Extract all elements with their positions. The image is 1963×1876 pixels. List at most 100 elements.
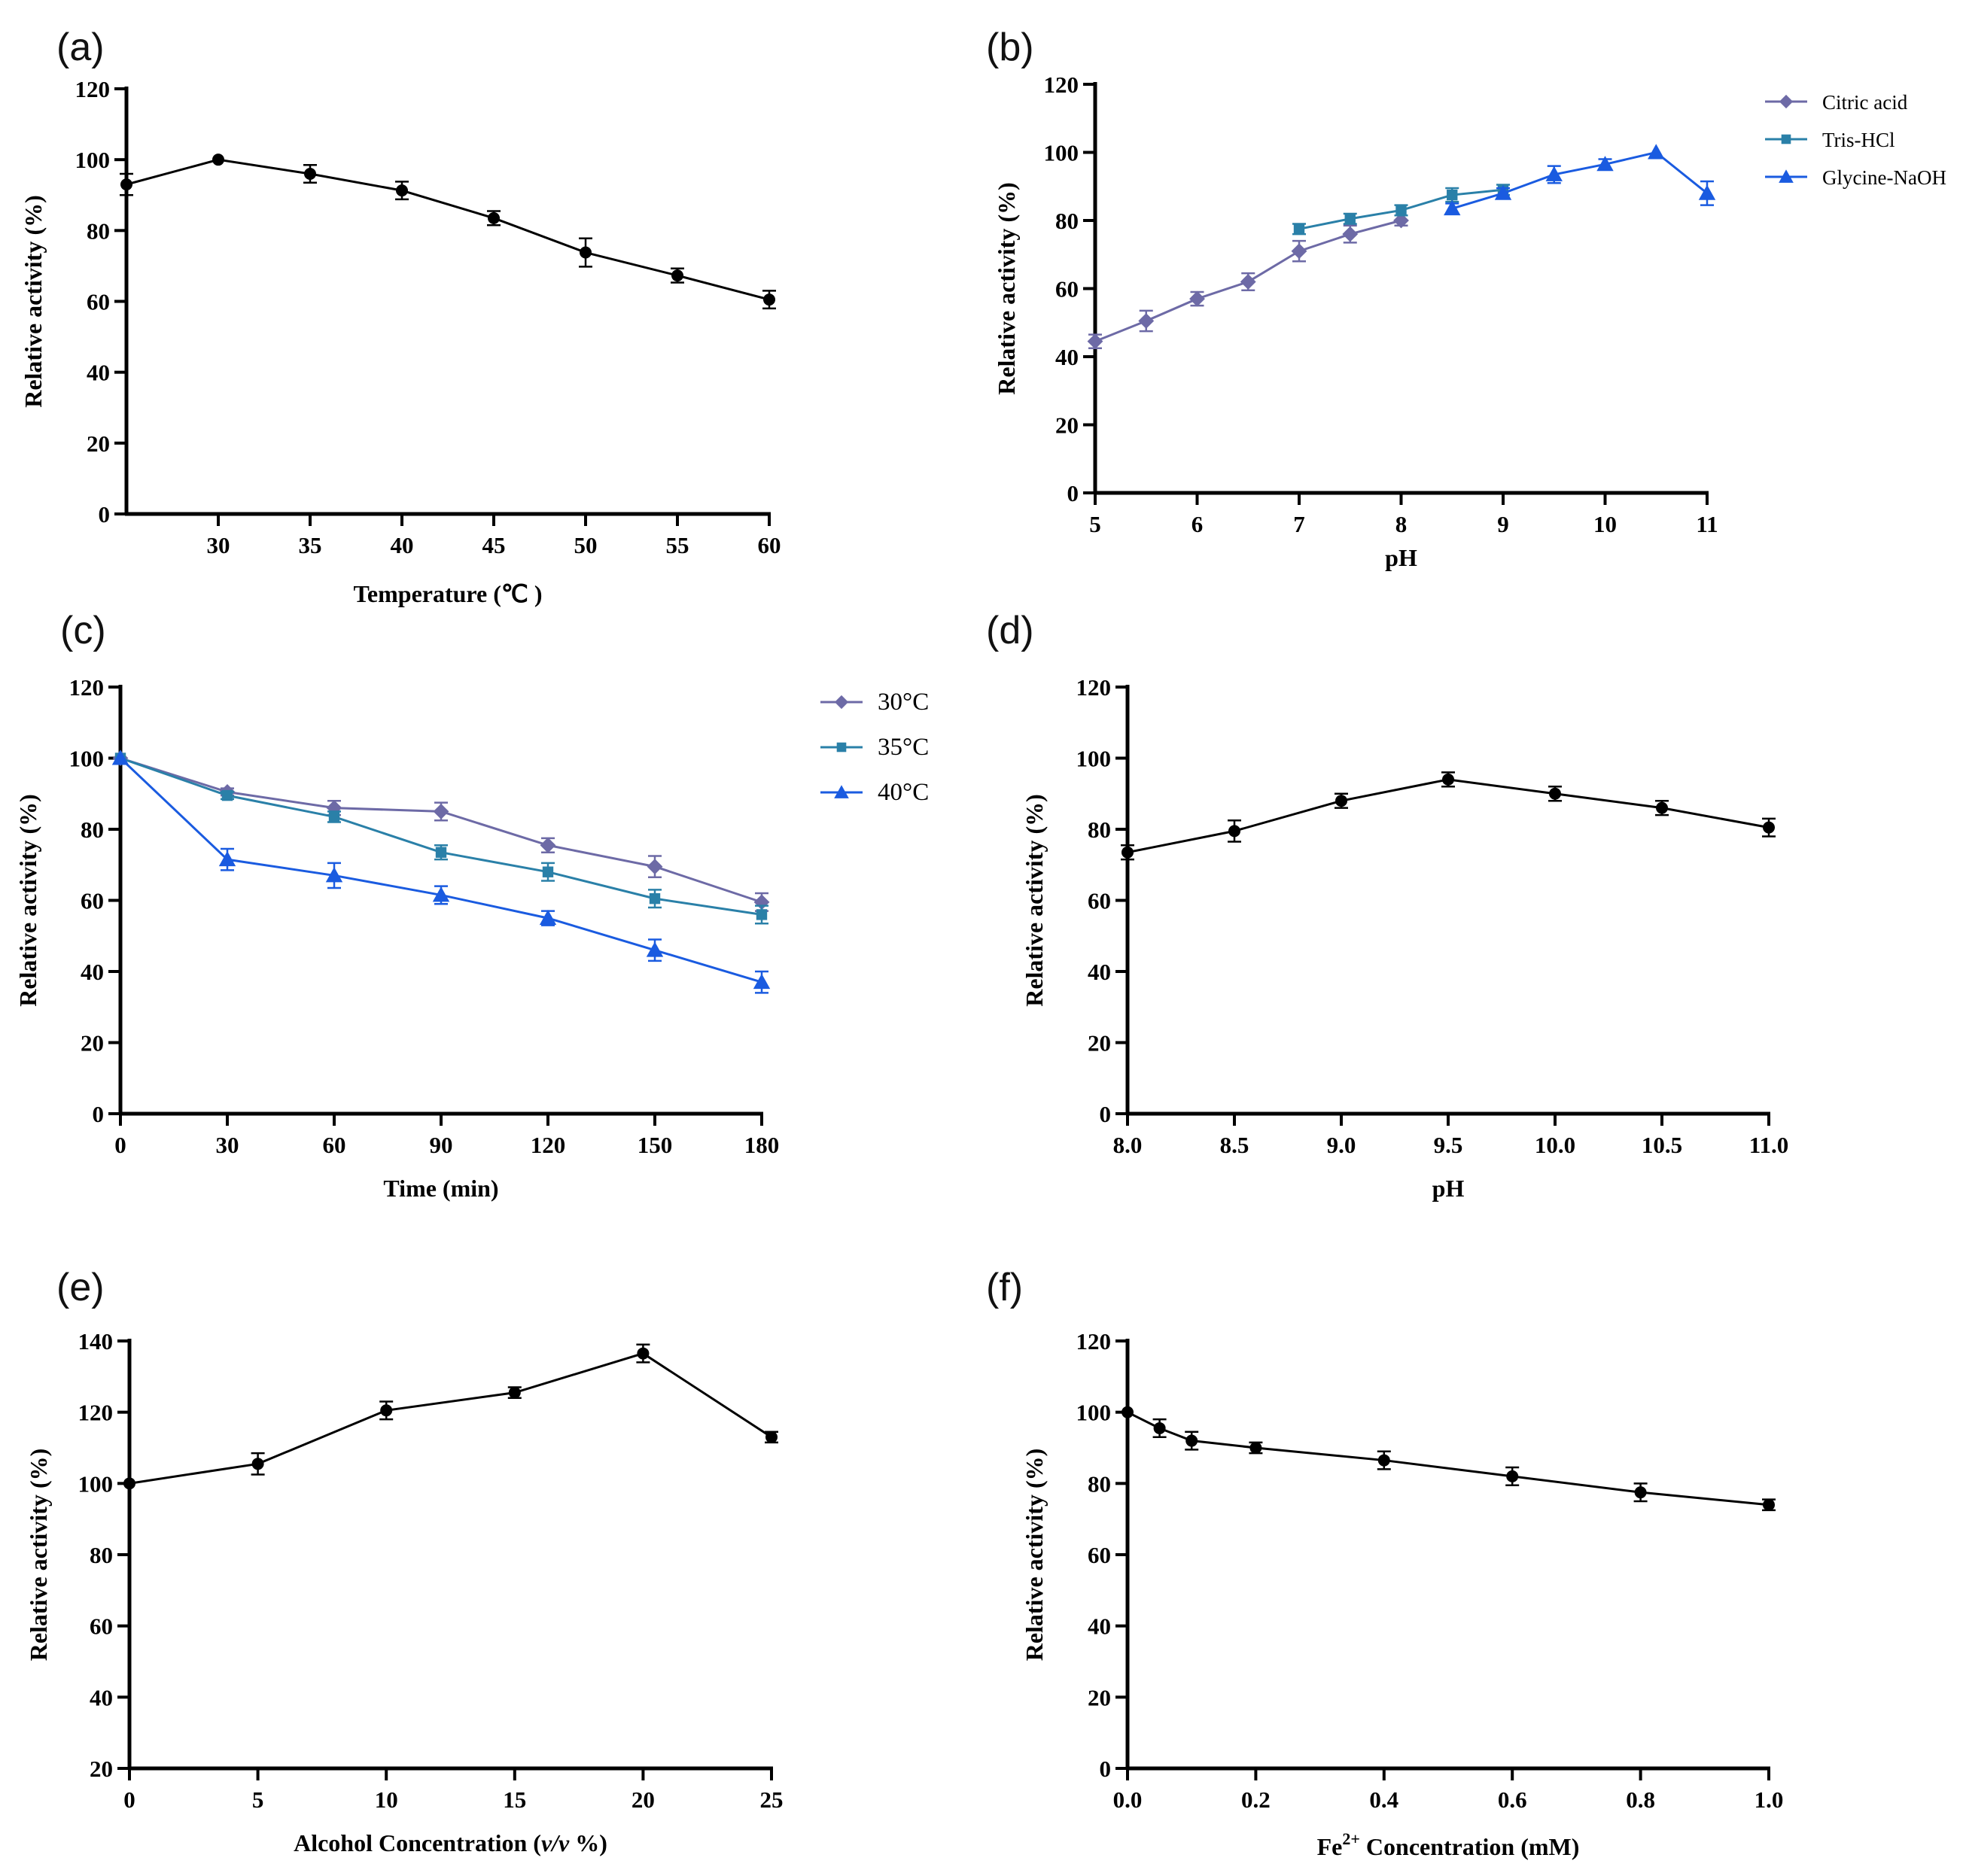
- y-tick-label: 140: [78, 1328, 114, 1355]
- data-point-2: [1648, 144, 1665, 160]
- data-point-1: [1293, 223, 1305, 235]
- x-tick-label: 40: [391, 532, 414, 558]
- data-point-0: [1228, 825, 1240, 838]
- data-point-2: [646, 941, 664, 957]
- data-point-0: [120, 178, 132, 191]
- x-tick-label: 8.5: [1220, 1132, 1249, 1158]
- y-tick-label: 40: [1055, 344, 1079, 370]
- y-tick-label: 60: [1088, 1542, 1111, 1568]
- panel-label: (c): [60, 609, 106, 652]
- data-point-1: [649, 892, 661, 905]
- data-point-1: [1447, 189, 1458, 201]
- y-axis-title: Relative activity (%): [25, 1449, 52, 1662]
- x-axis-title-part: Alcohol Concentration (: [294, 1829, 541, 1856]
- x-tick-label: 90: [430, 1132, 453, 1158]
- y-axis-title: Relative activity (%): [993, 182, 1020, 395]
- data-point-1: [1395, 205, 1407, 216]
- y-tick-label: 80: [1055, 208, 1079, 234]
- y-tick-label: 20: [87, 430, 110, 457]
- data-point-0: [637, 1347, 650, 1360]
- x-axis-title-part: Fe: [1317, 1833, 1343, 1860]
- legend-label: Glycine-NaOH: [1822, 166, 1946, 189]
- y-axis-title: Relative activity (%): [1021, 1449, 1048, 1662]
- data-point-0: [380, 1404, 393, 1417]
- y-axis-title: Relative activity (%): [14, 794, 41, 1007]
- panel-label: (f): [986, 1266, 1023, 1309]
- data-point-1: [435, 847, 447, 858]
- y-tick-label: 0: [1067, 480, 1079, 506]
- x-tick-label: 120: [531, 1132, 566, 1158]
- x-tick-label: 180: [744, 1132, 780, 1158]
- x-axis-title-part: %): [569, 1829, 607, 1856]
- data-point-0: [647, 859, 663, 875]
- y-tick-label: 20: [1088, 1030, 1111, 1057]
- x-tick-label: 0.4: [1369, 1786, 1398, 1813]
- legend-label: Tris-HCl: [1822, 129, 1895, 151]
- chart-b: (b) 0 20 40 60 80 100 120 5 6 7 8 9 10 11 pH Relative ac…: [986, 26, 1946, 571]
- x-tick-label: 0.6: [1498, 1786, 1527, 1813]
- x-tick-label: 20: [632, 1786, 655, 1813]
- x-tick-label: 0: [123, 1786, 135, 1813]
- data-point-2: [753, 973, 771, 990]
- y-tick-label: 0: [93, 1101, 105, 1127]
- series-line-0: [129, 1352, 772, 1485]
- data-point-1: [328, 811, 340, 822]
- chart-d: (d) 0 20 40 60 80 100 120 8.0 8.5 9.0 9.5 10.0 10.5 11…: [986, 609, 1788, 1202]
- y-axis-title: Relative activity (%): [20, 195, 47, 408]
- data-point-2: [1698, 184, 1716, 200]
- data-point-0: [326, 800, 342, 816]
- x-axis-title: Fe2+ Concentration (mM): [1317, 1829, 1580, 1860]
- data-point-2: [111, 749, 129, 765]
- data-point-0: [1377, 1454, 1390, 1467]
- x-tick-label: 9.5: [1434, 1132, 1463, 1158]
- series-line-0: [120, 757, 762, 904]
- x-tick-label: 35: [299, 532, 322, 558]
- x-axis-title-superscript: 2+: [1342, 1829, 1360, 1848]
- y-tick-label: 80: [87, 217, 110, 244]
- x-axis-title: Alcohol Concentration (v/v %): [294, 1829, 607, 1856]
- panel-label: (b): [986, 26, 1034, 69]
- y-tick-label: 120: [1076, 1328, 1112, 1355]
- y-tick-label: 80: [90, 1542, 113, 1568]
- data-point-2: [218, 850, 236, 867]
- x-tick-label: 45: [482, 532, 506, 558]
- x-tick-label: 60: [323, 1132, 346, 1158]
- legend-marker: [1779, 169, 1794, 183]
- data-point-0: [1656, 801, 1668, 814]
- x-tick-label: 9.0: [1327, 1132, 1356, 1158]
- y-tick-label: 60: [1088, 888, 1111, 914]
- x-tick-label: 30: [216, 1132, 239, 1158]
- x-tick-label: 0.2: [1241, 1786, 1271, 1813]
- y-tick-label: 100: [1076, 746, 1112, 772]
- x-tick-label: 60: [758, 532, 781, 558]
- panel-label: (d): [986, 609, 1034, 652]
- y-tick-label: 120: [1076, 674, 1112, 701]
- data-point-0: [1249, 1442, 1262, 1454]
- x-axis-title: pH: [1385, 544, 1417, 571]
- legend-marker: [836, 742, 847, 753]
- y-tick-label: 120: [1044, 71, 1079, 98]
- data-point-0: [123, 1477, 135, 1490]
- chart-e: (e) 20 40 60 80 100 120 140 0 5 10 15 20 25 Alcohol Co…: [25, 1266, 784, 1856]
- series-line-0: [1127, 778, 1770, 854]
- x-tick-label: 0.8: [1626, 1786, 1655, 1813]
- x-tick-label: 10.5: [1642, 1132, 1682, 1158]
- data-point-0: [1549, 787, 1561, 800]
- y-tick-label: 100: [75, 147, 111, 173]
- x-tick-label: 30: [207, 532, 230, 558]
- data-point-0: [1506, 1470, 1519, 1482]
- legend-marker: [834, 695, 849, 710]
- data-point-1: [756, 909, 768, 920]
- data-point-0: [304, 168, 316, 180]
- x-tick-label: 0.0: [1113, 1786, 1143, 1813]
- y-tick-label: 100: [78, 1470, 114, 1497]
- data-point-0: [508, 1386, 521, 1399]
- y-tick-label: 100: [1044, 140, 1079, 166]
- x-tick-label: 11.0: [1749, 1132, 1789, 1158]
- data-point-2: [1494, 184, 1512, 200]
- y-tick-label: 20: [81, 1030, 104, 1057]
- legend-label: Citric acid: [1822, 91, 1908, 114]
- x-tick-label: 50: [574, 532, 598, 558]
- y-tick-label: 40: [90, 1684, 113, 1710]
- y-tick-label: 60: [87, 289, 110, 315]
